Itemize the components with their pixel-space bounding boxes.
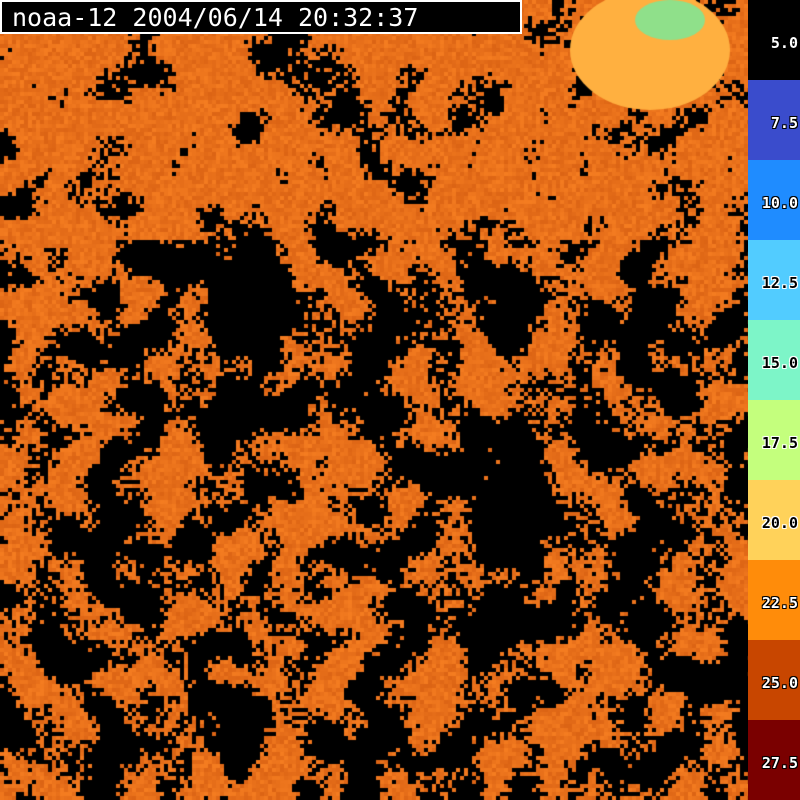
color-band-20-0: 20.0 — [748, 480, 800, 560]
color-band-label: 25.0 — [761, 674, 798, 692]
color-band-5-0: 5.0 — [748, 0, 800, 80]
color-band-15-0: 15.0 — [748, 320, 800, 400]
color-band-label: 10.0 — [761, 194, 798, 212]
color-band-7-5: 7.5 — [748, 80, 800, 160]
color-band-10-0: 10.0 — [748, 160, 800, 240]
color-band-label: 22.5 — [761, 594, 798, 612]
color-band-label: 17.5 — [761, 434, 798, 452]
color-band-12-5: 12.5 — [748, 240, 800, 320]
color-band-label: 27.5 — [761, 754, 798, 772]
color-band-27-5: 27.5 — [748, 720, 800, 800]
color-band-17-5: 17.5 — [748, 400, 800, 480]
color-scale-legend: 5.0 7.5 10.0 12.5 15.0 17.5 20.0 22.5 25.0 27.5 — [748, 0, 800, 800]
color-band-25-0: 25.0 — [748, 640, 800, 720]
color-band-label: 5.0 — [770, 34, 798, 52]
color-band-label: 15.0 — [761, 354, 798, 372]
color-band-label: 20.0 — [761, 514, 798, 532]
image-title: noaa-12 2004/06/14 20:32:37 — [0, 0, 522, 34]
color-band-22-5: 22.5 — [748, 560, 800, 640]
color-band-label: 12.5 — [761, 274, 798, 292]
color-band-label: 7.5 — [770, 114, 798, 132]
